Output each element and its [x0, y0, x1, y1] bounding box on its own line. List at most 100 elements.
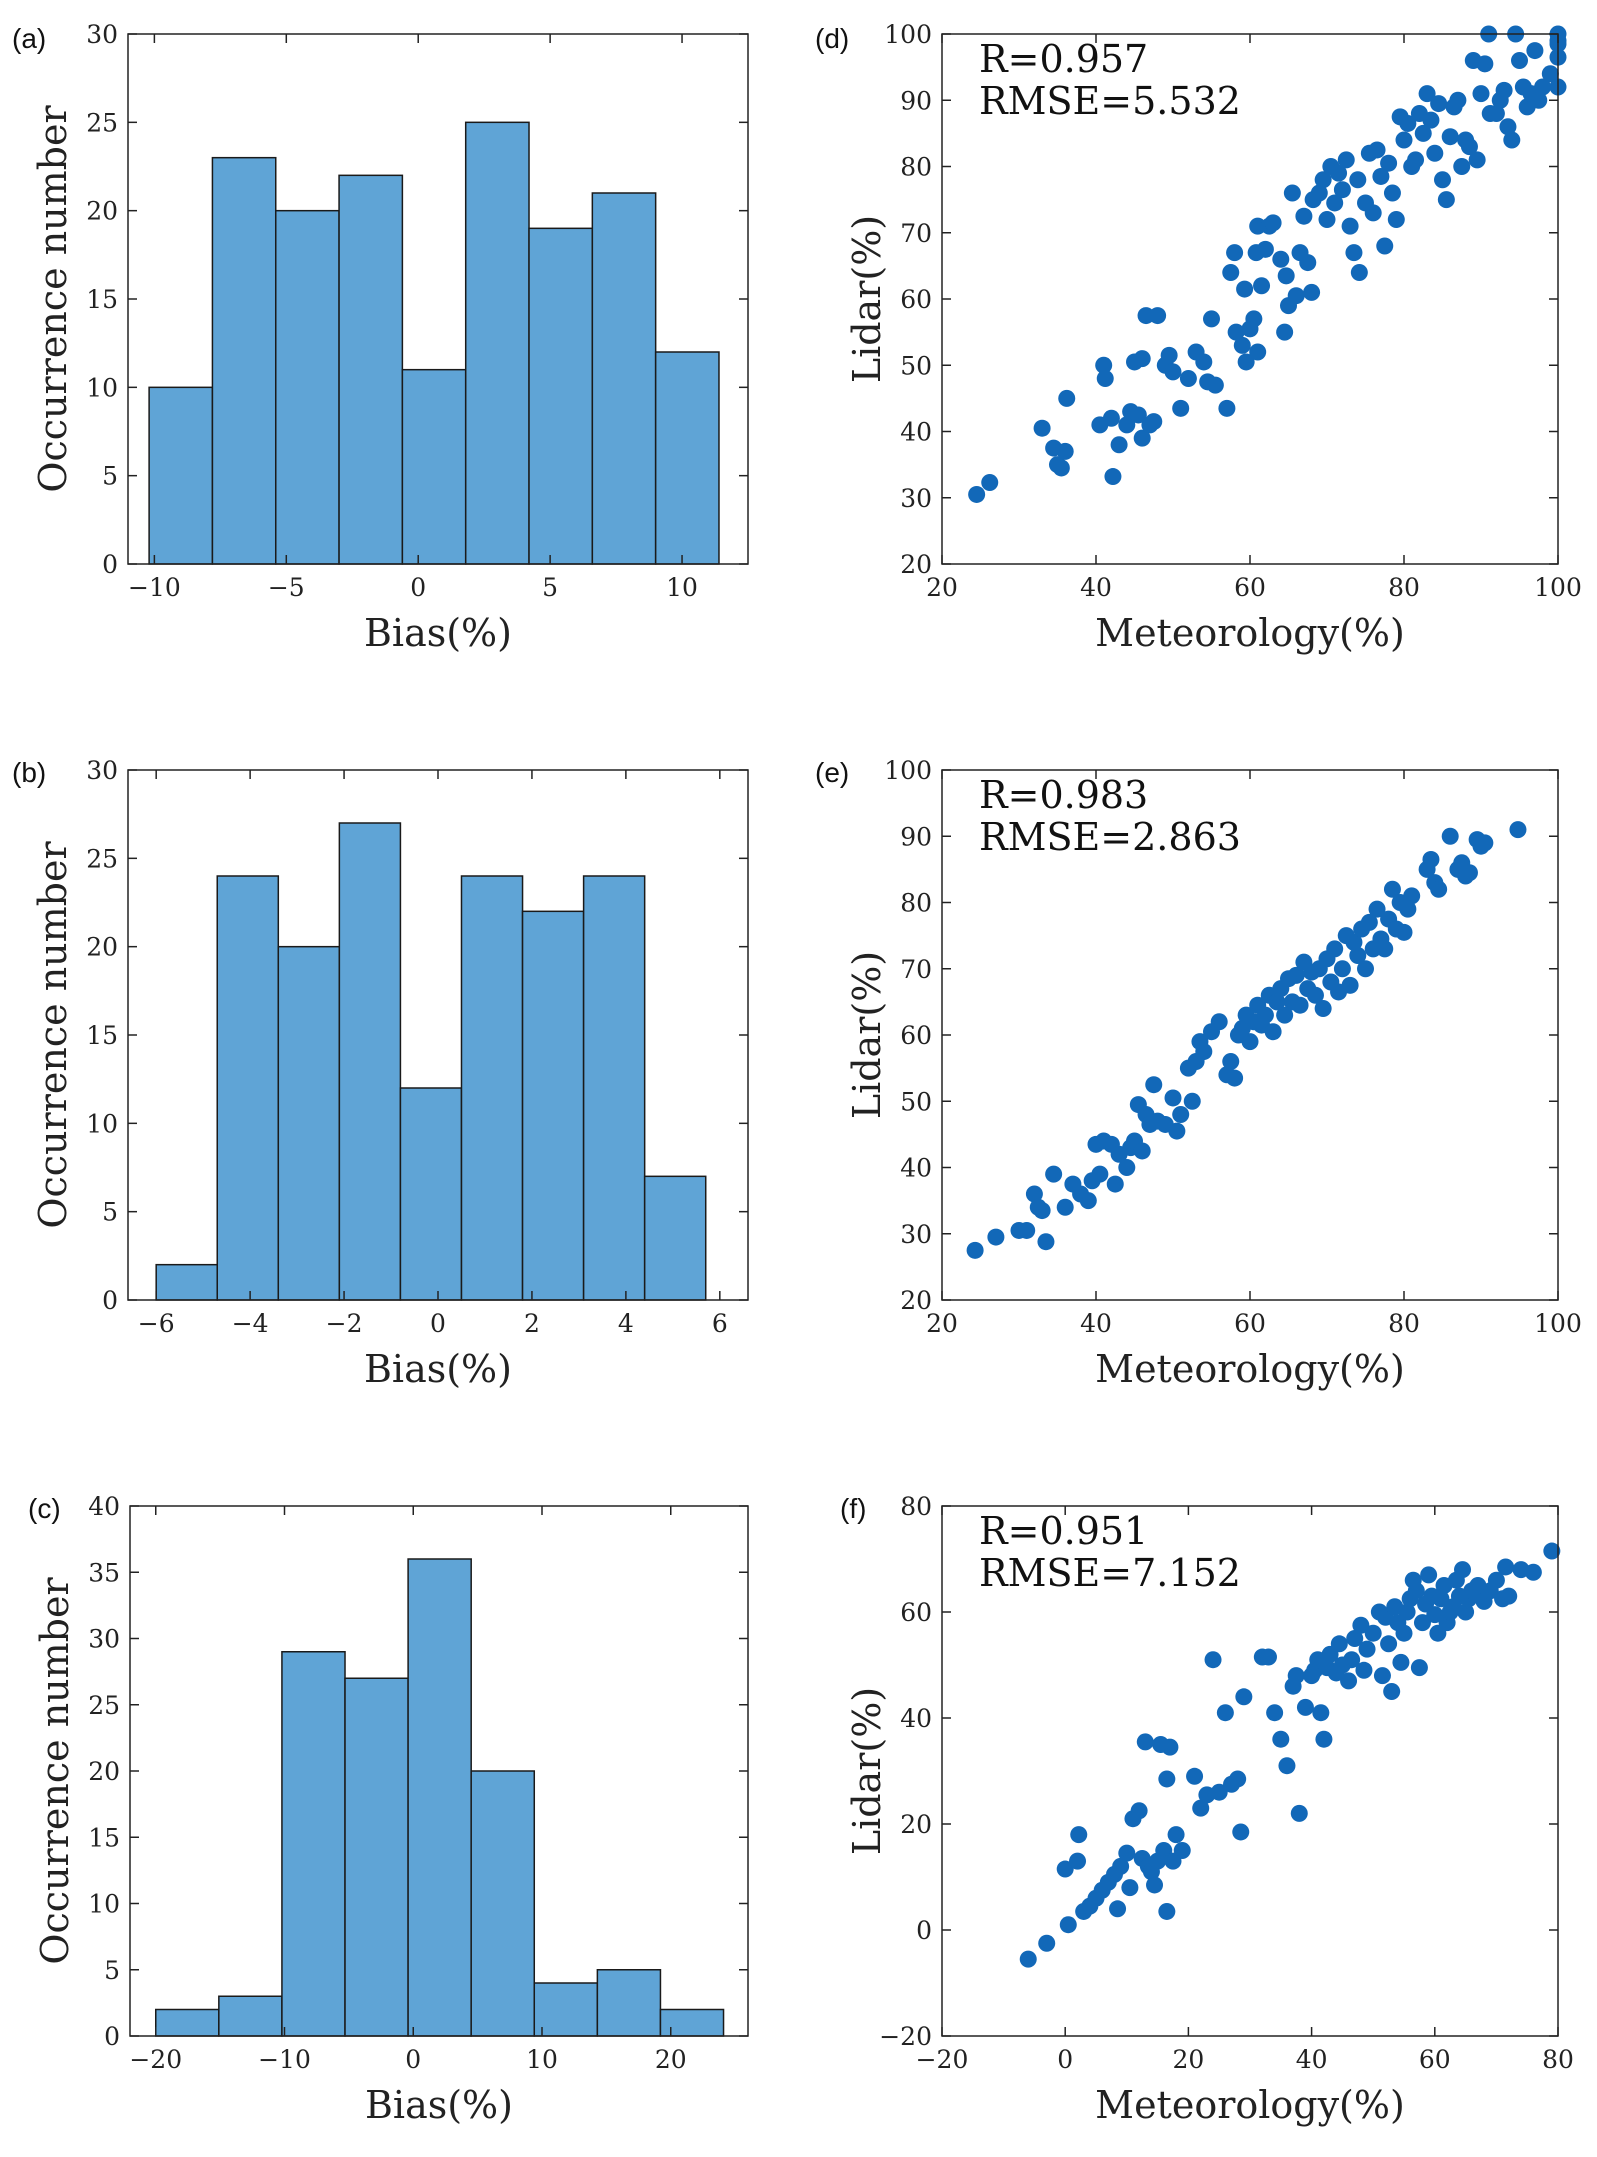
x-tick-label: 2 — [524, 1309, 540, 1338]
x-tick-label: 20 — [655, 2045, 687, 2074]
correlation-annotation: R=0.983 — [979, 773, 1148, 817]
data-point — [1333, 960, 1351, 978]
data-point — [1487, 1571, 1505, 1589]
data-point — [1173, 1842, 1191, 1859]
data-point — [1500, 1587, 1518, 1605]
data-point — [1380, 154, 1398, 172]
data-point — [1383, 1683, 1401, 1700]
x-tick-label: 0 — [410, 573, 426, 602]
data-point — [1497, 1558, 1515, 1576]
histogram-bar — [596, 1969, 662, 2037]
data-point — [1264, 214, 1282, 232]
x-axis-label: Bias(%) — [364, 611, 512, 655]
data-point — [1167, 1826, 1185, 1844]
data-point — [1038, 1934, 1056, 1952]
y-tick-label: 20 — [86, 197, 118, 226]
x-axis-label: Meteorology(%) — [1095, 611, 1405, 655]
data-point — [1059, 1916, 1077, 1934]
data-point — [1509, 821, 1527, 839]
data-point — [1025, 1185, 1043, 1203]
x-tick-label: −20 — [129, 2045, 182, 2074]
data-point — [1216, 1704, 1234, 1722]
data-point — [1418, 85, 1436, 103]
data-point — [1091, 1165, 1109, 1183]
data-point — [1287, 966, 1305, 984]
data-point — [1133, 429, 1151, 447]
y-tick-label: 10 — [86, 373, 118, 402]
data-point — [1192, 1799, 1210, 1817]
data-point — [1045, 1165, 1063, 1183]
data-point — [1413, 1614, 1431, 1632]
data-point — [1403, 887, 1421, 905]
data-point — [1387, 211, 1405, 228]
histogram-bar — [460, 875, 524, 1301]
data-point — [1069, 1852, 1087, 1870]
data-point — [1330, 164, 1348, 182]
data-point — [1345, 933, 1363, 951]
rmse-annotation: RMSE=5.532 — [979, 79, 1241, 123]
data-point — [1278, 1757, 1296, 1775]
panel-label: (e) — [815, 757, 849, 788]
histogram-bar — [338, 822, 402, 1301]
data-point — [1241, 1033, 1259, 1051]
y-tick-label: 0 — [104, 2022, 120, 2051]
x-tick-label: −4 — [232, 1309, 269, 1338]
y-tick-label: 40 — [88, 1492, 120, 1521]
data-point — [1410, 1659, 1428, 1677]
data-point — [987, 1228, 1005, 1246]
histogram-bar — [148, 386, 214, 565]
x-tick-label: 60 — [1234, 573, 1266, 602]
data-point — [1368, 900, 1386, 918]
data-point — [1341, 976, 1359, 994]
data-point — [1233, 336, 1251, 354]
x-tick-label: 6 — [712, 1309, 728, 1338]
data-point — [1158, 1770, 1176, 1788]
data-point — [1186, 1767, 1204, 1785]
histogram-bar — [591, 192, 657, 565]
data-point — [1133, 1142, 1151, 1160]
data-point — [1340, 1672, 1358, 1690]
data-point — [1341, 217, 1359, 235]
data-point — [1096, 370, 1114, 387]
y-tick-label: 15 — [86, 285, 118, 314]
histogram-bar — [277, 945, 341, 1301]
data-point — [1235, 1688, 1253, 1706]
y-axis-label: Occurrence number — [31, 105, 75, 493]
data-point — [1272, 1730, 1290, 1748]
data-point — [1441, 827, 1459, 845]
data-point — [1476, 834, 1494, 852]
y-tick-label: 100 — [884, 756, 932, 785]
data-point — [1226, 244, 1244, 262]
data-point — [1104, 468, 1122, 486]
histogram-bar — [155, 1263, 218, 1301]
y-tick-label: 20 — [88, 1757, 120, 1786]
data-point — [1146, 1876, 1164, 1894]
y-tick-label: 90 — [900, 822, 932, 851]
data-point — [1312, 1704, 1330, 1722]
data-point — [1253, 277, 1271, 295]
y-tick-label: 40 — [900, 418, 932, 447]
data-point — [1245, 310, 1263, 328]
y-tick-label: 30 — [88, 1625, 120, 1654]
data-point — [1318, 211, 1336, 228]
histogram-bar — [533, 1982, 599, 2037]
y-tick-label: 50 — [900, 351, 932, 380]
data-point — [1392, 1653, 1410, 1671]
data-point — [1058, 389, 1076, 407]
data-point — [1383, 880, 1401, 898]
panel-c: (c) −20 −10 0 10 20 0 5 10 15 20 25 30 35 40 Bias(%) Occ… — [28, 1492, 749, 2127]
data-point — [1530, 91, 1548, 109]
data-point — [1360, 913, 1378, 931]
y-tick-label: 25 — [86, 844, 118, 873]
data-point — [1541, 65, 1559, 83]
data-point — [1168, 1122, 1186, 1140]
data-point — [1276, 1006, 1294, 1024]
data-point — [1326, 194, 1344, 212]
data-point — [1310, 184, 1328, 202]
data-point — [1264, 1023, 1282, 1041]
data-point — [1346, 1630, 1364, 1647]
data-point — [1102, 409, 1120, 427]
histogram-bar — [582, 875, 646, 1301]
y-tick-label: 15 — [88, 1823, 120, 1852]
panel-f: (f) −20 0 20 40 60 80 −20 0 20 40 60 80 Meteorology(%… — [840, 1492, 1574, 2127]
